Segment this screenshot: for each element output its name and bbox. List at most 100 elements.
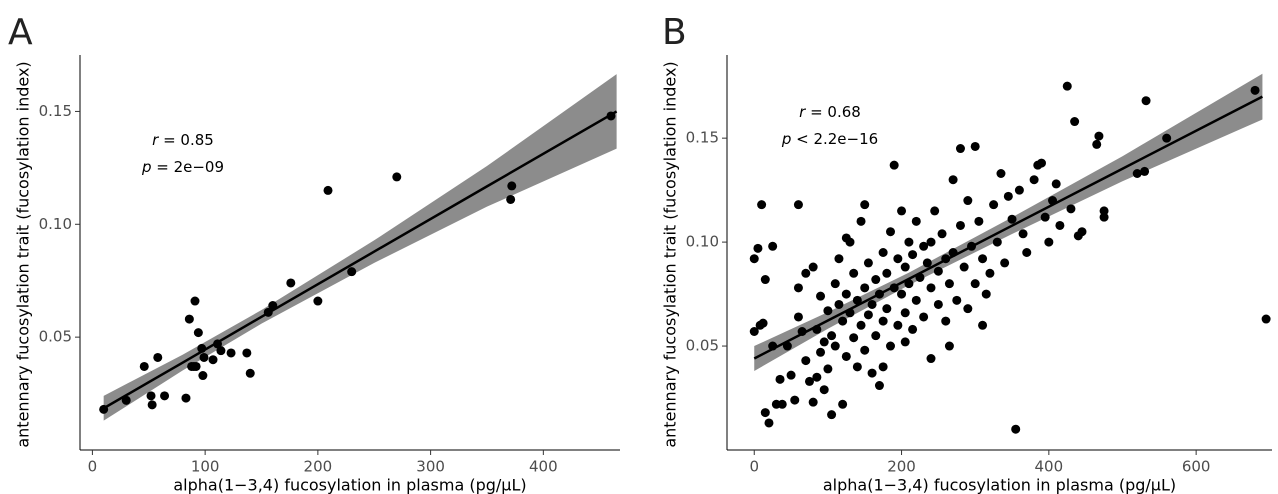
point xyxy=(1048,196,1058,206)
point xyxy=(760,408,770,418)
point xyxy=(871,331,881,341)
point xyxy=(216,346,226,356)
point xyxy=(816,347,826,357)
point xyxy=(955,144,965,154)
x-axis-title: alpha(1−3,4) fucosylation in plasma (pg/… xyxy=(173,476,526,494)
point xyxy=(944,341,954,351)
point xyxy=(245,368,255,378)
point xyxy=(268,301,278,311)
point xyxy=(933,266,943,276)
point xyxy=(955,220,965,230)
point xyxy=(1022,248,1032,257)
point xyxy=(801,268,811,278)
point xyxy=(263,307,273,317)
point xyxy=(139,361,149,371)
point xyxy=(213,339,223,349)
point xyxy=(959,262,969,272)
point xyxy=(871,275,881,285)
point xyxy=(191,361,201,371)
point xyxy=(838,316,848,326)
point xyxy=(392,172,402,182)
point xyxy=(904,279,914,289)
x-tick-label: 200 xyxy=(304,458,333,476)
point xyxy=(878,316,888,326)
point xyxy=(786,370,796,380)
x-tick-label: 600 xyxy=(1182,458,1211,476)
annotation-symbol: r xyxy=(152,131,159,149)
point xyxy=(856,216,866,226)
point xyxy=(841,351,851,361)
annotation-symbol: p xyxy=(141,158,152,176)
point xyxy=(930,206,940,216)
point xyxy=(867,299,877,309)
point xyxy=(160,391,170,401)
point xyxy=(926,354,936,364)
point xyxy=(757,200,767,210)
point xyxy=(507,181,517,191)
x-tick-label: 200 xyxy=(887,458,916,476)
point xyxy=(1094,131,1104,141)
y-tick-label: 0.10 xyxy=(39,215,72,233)
point xyxy=(978,320,988,330)
point xyxy=(793,312,803,322)
point xyxy=(1029,175,1039,185)
x-axis-title: alpha(1−3,4) fucosylation in plasma (pg/… xyxy=(823,476,1176,494)
point xyxy=(1092,139,1102,149)
point xyxy=(819,337,829,347)
annotation-text: = 2e−09 xyxy=(151,158,224,176)
point xyxy=(830,279,840,289)
point xyxy=(1044,237,1054,247)
annotation-text: < 2.2e−16 xyxy=(791,130,878,148)
point xyxy=(834,254,844,264)
point xyxy=(823,364,833,374)
point xyxy=(827,410,837,420)
point xyxy=(823,306,833,316)
x-tick-label: 400 xyxy=(529,458,558,476)
point xyxy=(226,348,236,358)
point xyxy=(790,395,800,405)
point xyxy=(893,254,903,264)
y-tick-label: 0.10 xyxy=(686,233,719,251)
point xyxy=(323,185,333,195)
point xyxy=(1000,258,1010,268)
point xyxy=(1070,117,1080,127)
regression-line xyxy=(103,110,618,410)
point xyxy=(760,275,770,285)
point xyxy=(812,372,822,382)
point xyxy=(793,283,803,293)
point xyxy=(963,196,973,206)
point xyxy=(900,308,910,318)
point xyxy=(849,333,859,343)
x-tick-label: 400 xyxy=(1035,458,1064,476)
point xyxy=(944,279,954,289)
point xyxy=(845,308,855,318)
point xyxy=(908,324,918,334)
point xyxy=(782,341,792,351)
point xyxy=(827,331,837,341)
point xyxy=(208,355,218,365)
point xyxy=(841,289,851,299)
point xyxy=(775,374,785,384)
point xyxy=(286,278,296,288)
point xyxy=(919,312,929,322)
point xyxy=(926,283,936,293)
point xyxy=(147,400,157,410)
point xyxy=(834,299,844,309)
point xyxy=(1162,133,1172,143)
point xyxy=(808,262,818,272)
point xyxy=(819,385,829,395)
point xyxy=(1132,169,1142,178)
point xyxy=(793,200,803,210)
point xyxy=(893,320,903,330)
point xyxy=(777,399,787,409)
point xyxy=(764,418,774,428)
point xyxy=(198,371,208,381)
annotation-symbol: r xyxy=(799,103,806,121)
point xyxy=(1099,212,1109,222)
point xyxy=(856,320,866,330)
annotation: r = 0.85 xyxy=(152,131,214,149)
point xyxy=(146,391,156,401)
point xyxy=(989,200,999,210)
point xyxy=(749,254,759,264)
